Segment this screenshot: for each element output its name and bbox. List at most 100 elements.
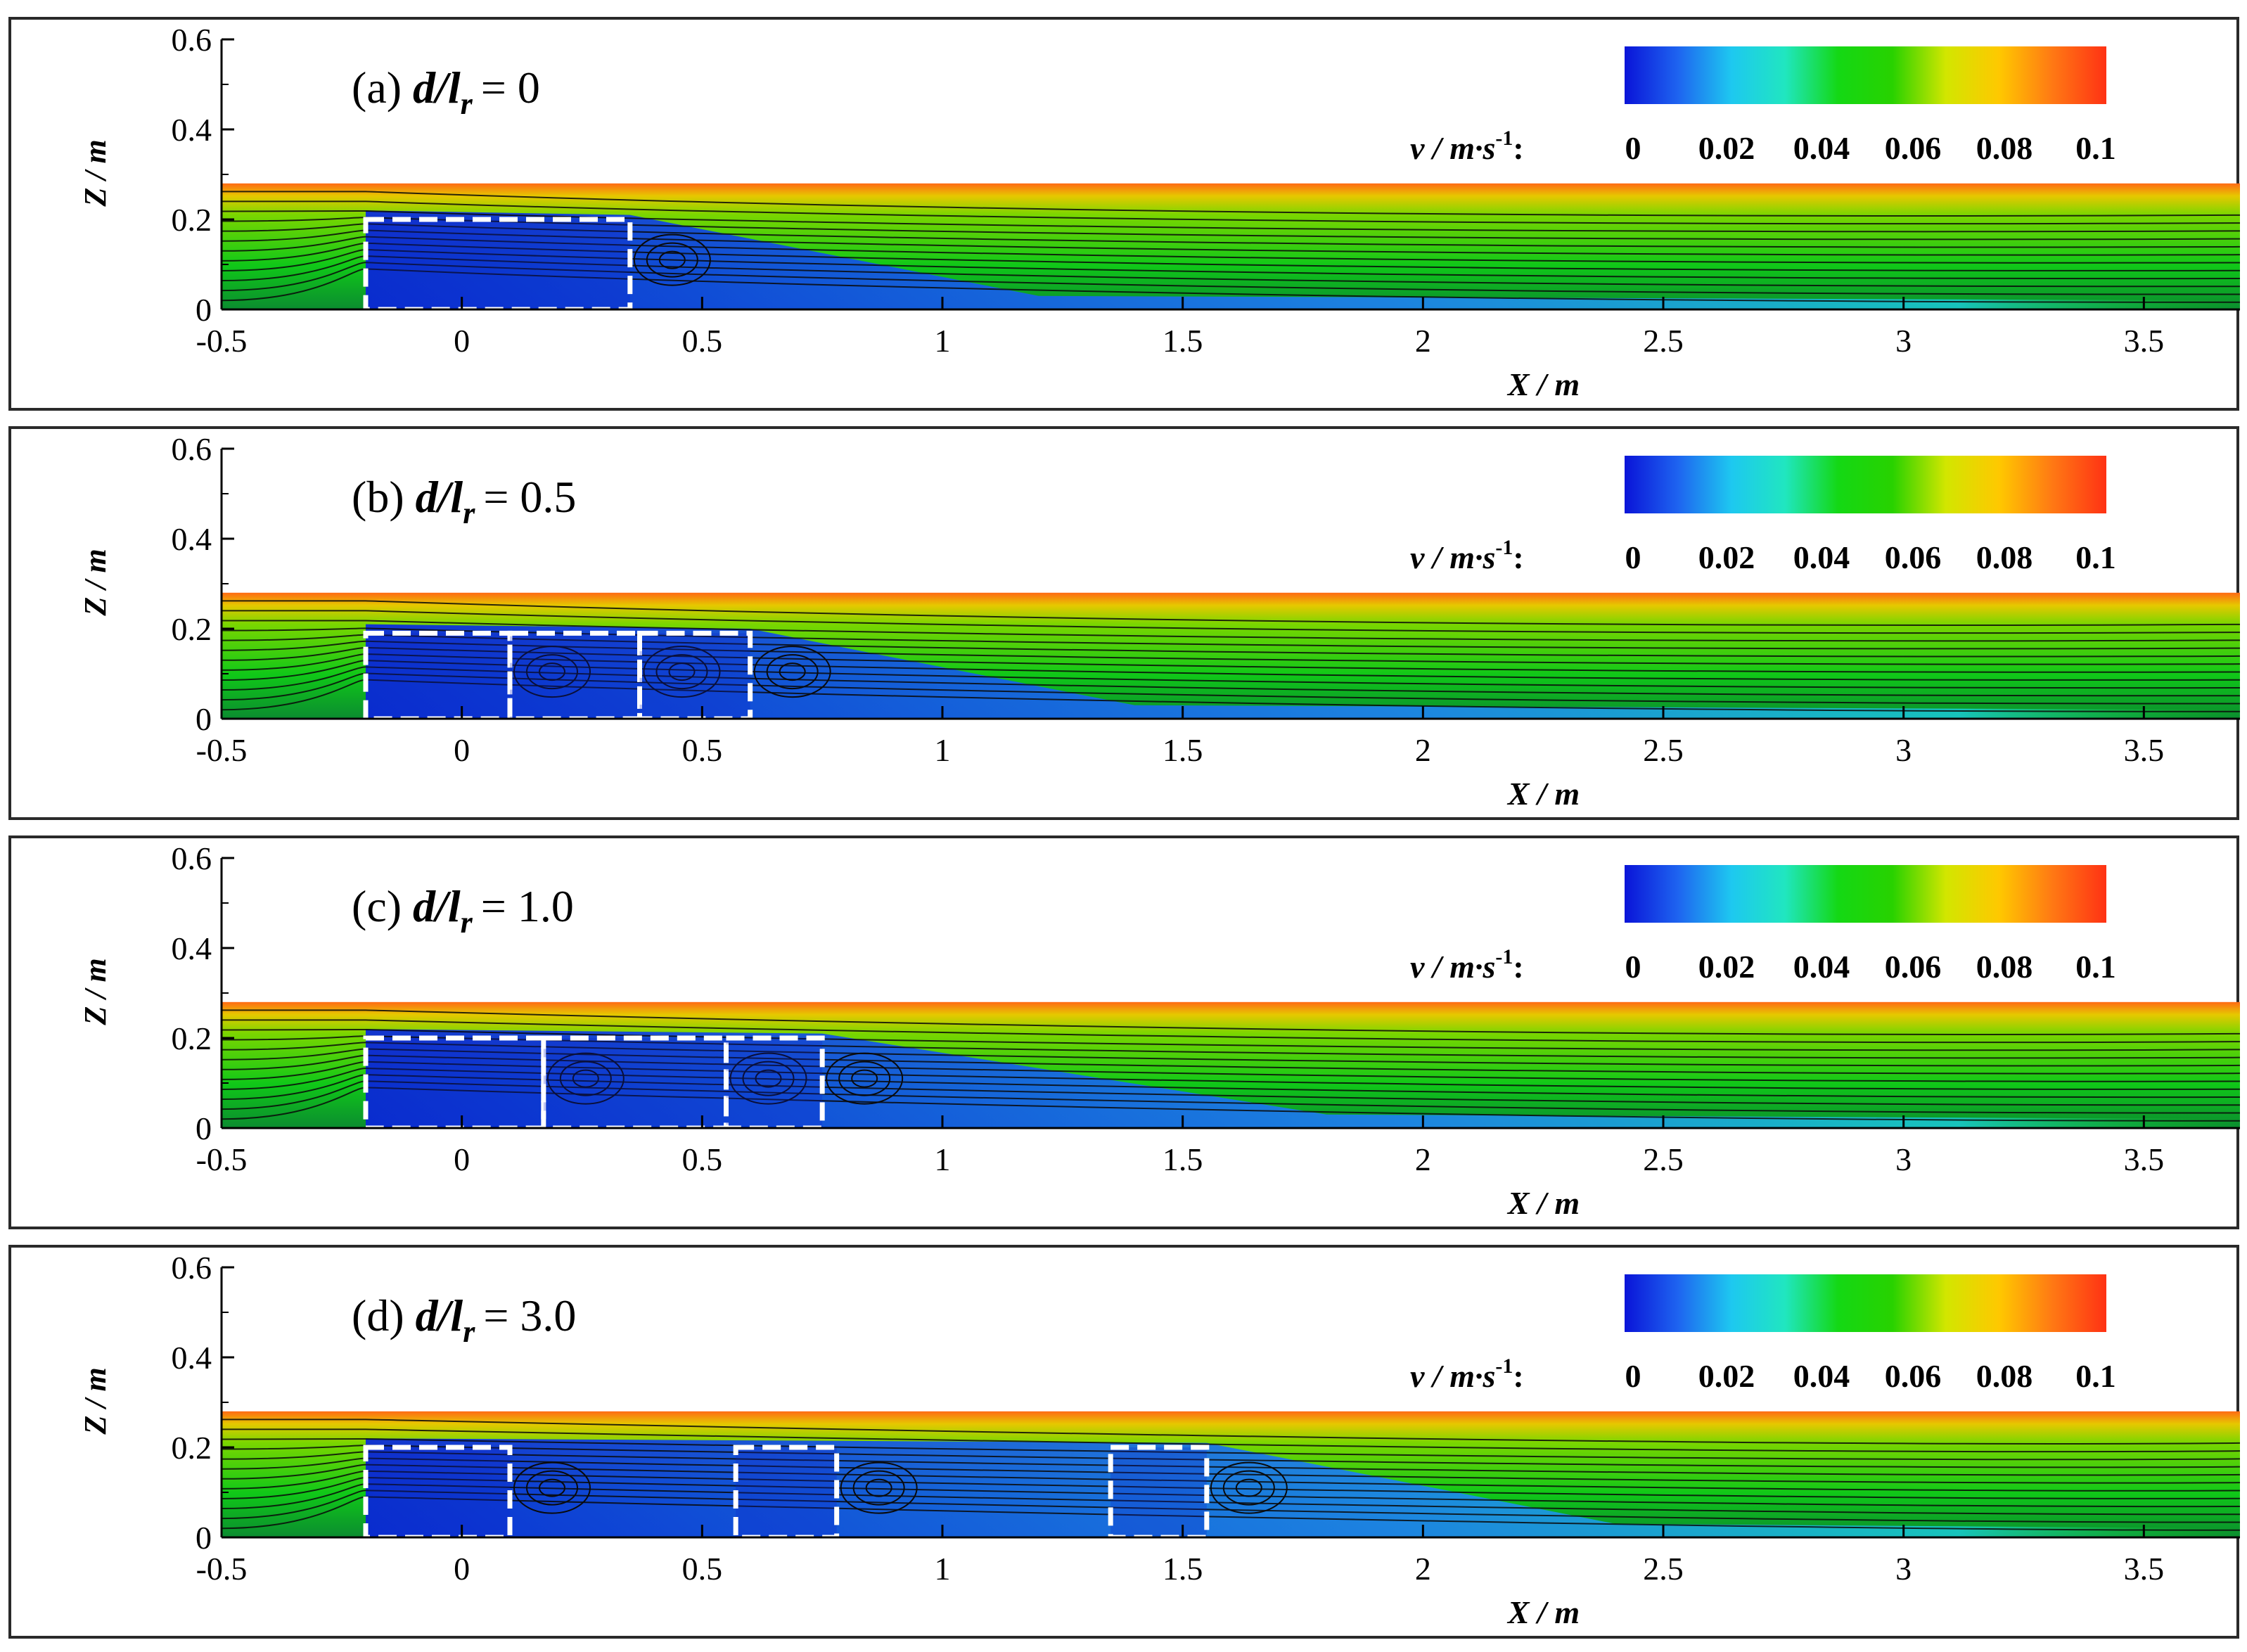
x-axis-label: X / m	[1506, 1185, 1580, 1221]
wake-region	[366, 624, 2240, 719]
streamline	[221, 1470, 2241, 1499]
param-subscript: r	[463, 496, 475, 530]
colorbar-tick-label: 0.02	[1698, 1358, 1755, 1394]
vortex-ring	[559, 1061, 612, 1096]
streamline	[221, 1428, 2241, 1453]
streamline	[222, 600, 2241, 626]
x-tick-label: 0	[454, 1551, 470, 1587]
panel-title: (a) d/lr = 0	[352, 63, 540, 121]
colorbar-tick-label: 0.04	[1793, 539, 1850, 575]
block-outline	[733, 1445, 840, 1540]
y-axis-label: Z / m	[78, 958, 113, 1025]
vortex-ring	[840, 1461, 918, 1514]
x-axis-label: X / m	[1506, 776, 1580, 812]
panel-d: 00.20.40.6-0.5 0 0.5 1 1.5 2 2.5 3 3.5Z / mX / m…	[8, 1245, 2241, 1639]
vortex-ring	[826, 1052, 904, 1105]
streamline	[221, 1087, 2241, 1122]
colorbar-label-text: v / m·s	[1410, 1358, 1495, 1394]
y-axis-label: Z / m	[78, 1367, 113, 1435]
colorbar-tick-label: 0.1	[2075, 949, 2116, 985]
x-tick-label: -0.5	[196, 1551, 248, 1587]
vortex-ring	[742, 1061, 795, 1096]
colorbar-label: v / m·s-1:	[1410, 536, 1524, 575]
vortex-ring	[1235, 1478, 1262, 1497]
x-tick-label: 2	[1415, 1551, 1431, 1587]
x-tick-label: 1.5	[1163, 1551, 1203, 1587]
streamline	[221, 660, 2241, 689]
block-outline	[363, 1035, 546, 1131]
x-tick-label: 0.5	[682, 1551, 723, 1587]
x-tick-label: 3.5	[2124, 1141, 2165, 1177]
colorbar	[1625, 865, 2106, 923]
colorbar-tick-label: 0	[1625, 539, 1641, 575]
streamline	[221, 634, 2241, 658]
streamline	[221, 1451, 2241, 1476]
colorbar-tick-label: 0.08	[1976, 1358, 2033, 1394]
x-tick-label: 2.5	[1643, 323, 1684, 359]
x-tick-label: 1.5	[1163, 1141, 1203, 1177]
x-tick-label: 1.5	[1163, 732, 1203, 768]
streamline	[221, 672, 2241, 705]
colorbar-label-sup: -1	[1495, 1355, 1513, 1378]
panel-b: 00.20.40.6-0.5 0 0.5 1 1.5 2 2.5 3 3.5Z / mX / m…	[8, 426, 2241, 820]
streamline	[221, 1067, 2241, 1099]
streamlines	[221, 191, 2241, 303]
param-value: = 3.0	[483, 1291, 576, 1340]
colorbar-label: v / m·s-1:	[1410, 945, 1524, 985]
y-tick-label: 0.6	[172, 431, 212, 467]
streamline	[221, 248, 2241, 280]
streamline	[221, 1419, 2241, 1445]
x-tick-label: 0	[454, 732, 470, 768]
block-outline	[363, 1445, 513, 1540]
panel-c: 00.20.40.6-0.5 0 0.5 1 1.5 2 2.5 3 3.5Z / mX / m…	[8, 835, 2241, 1229]
param-symbol: d/l	[413, 881, 461, 931]
x-tick-label: 2	[1415, 323, 1431, 359]
vortex-ring	[646, 242, 698, 278]
y-tick-label: 0.4	[172, 1340, 212, 1376]
colorbar-tick-label: 0.1	[2075, 1358, 2116, 1394]
block-outline	[507, 630, 642, 722]
streamline	[221, 653, 2241, 681]
vortex-ring	[852, 1470, 905, 1506]
colorbar-tick-label: 0	[1625, 949, 1641, 985]
streamline	[221, 1490, 2241, 1523]
x-tick-label: 2.5	[1643, 1141, 1684, 1177]
vortex-ring	[513, 1461, 591, 1514]
streamline	[221, 666, 2241, 697]
param-value: = 0	[481, 63, 540, 113]
streamline	[221, 1464, 2241, 1492]
block-outline	[363, 630, 513, 722]
colorbar-label-sup: -1	[1495, 536, 1513, 559]
x-axis-label: X / m	[1506, 1594, 1580, 1630]
x-tick-label: 3.5	[2124, 732, 2165, 768]
panel-letter: (d)	[352, 1291, 416, 1340]
panel-title: (c) d/lr = 1.0	[352, 881, 574, 940]
streamline	[221, 217, 2241, 241]
colorbar-tick-label: 0.08	[1976, 949, 2033, 985]
streamline	[221, 1438, 2241, 1461]
param-value: = 0.5	[483, 472, 576, 522]
vortices	[513, 1461, 1288, 1514]
vortex-ring	[1222, 1470, 1275, 1506]
colorbar-tick-label: 0.02	[1698, 539, 1755, 575]
vortex-ring	[546, 1052, 625, 1105]
x-tick-label: 0	[454, 1141, 470, 1177]
streamline	[221, 1061, 2241, 1090]
colorbar	[1625, 456, 2106, 513]
x-tick-label: 2.5	[1643, 732, 1684, 768]
x-tick-label: 3.5	[2124, 1551, 2165, 1587]
x-tick-label: 2	[1415, 1141, 1431, 1177]
colorbar-label-text: v / m·s	[1410, 539, 1495, 575]
colorbar-label-text: v / m·s	[1410, 130, 1495, 166]
param-symbol: d/l	[416, 1291, 463, 1340]
x-tick-label: 3	[1895, 1551, 1912, 1587]
streamline	[221, 1445, 2241, 1468]
streamline	[222, 610, 2241, 634]
streamline	[221, 191, 2241, 217]
streamline	[222, 1019, 2241, 1044]
x-tick-label: 0.5	[682, 732, 723, 768]
y-tick-label: 0.6	[172, 840, 212, 876]
panel-a: 00.20.40.6-0.5 0 0.5 1 1.5 2 2.5 3 3.5Z / mX / m…	[8, 17, 2241, 411]
param-subscript: r	[461, 87, 473, 121]
vortex-ring	[1210, 1461, 1288, 1514]
